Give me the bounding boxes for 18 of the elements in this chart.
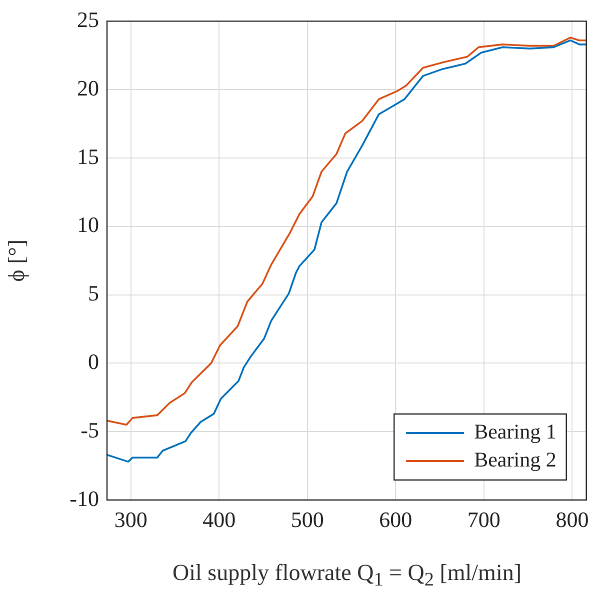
x-tick-label: 600 <box>379 506 412 532</box>
y-tick-label: 25 <box>77 6 99 32</box>
x-tick-label: 700 <box>467 506 500 532</box>
legend-label: Bearing 1 <box>474 420 556 444</box>
y-tick-label: 5 <box>88 280 99 306</box>
y-tick-label: 15 <box>77 144 99 169</box>
legend-label: Bearing 2 <box>474 448 556 472</box>
x-tick-label: 300 <box>114 506 148 532</box>
y-tick-label: -10 <box>70 486 99 511</box>
x-tick-label: 800 <box>556 506 589 532</box>
y-tick-label: -5 <box>80 417 99 442</box>
x-tick-label: 400 <box>202 506 236 532</box>
y-tick-label: 10 <box>77 212 99 238</box>
y-tick-label: 20 <box>77 75 99 100</box>
x-axis-title: Oil supply flowrate Q$_{1}$ = Q$_{2}$ [ml/min] <box>172 560 522 592</box>
y-axis-title: ϕ [°] <box>4 239 29 282</box>
y-tick-label: 0 <box>88 348 99 374</box>
x-tick-label: 500 <box>290 506 324 532</box>
